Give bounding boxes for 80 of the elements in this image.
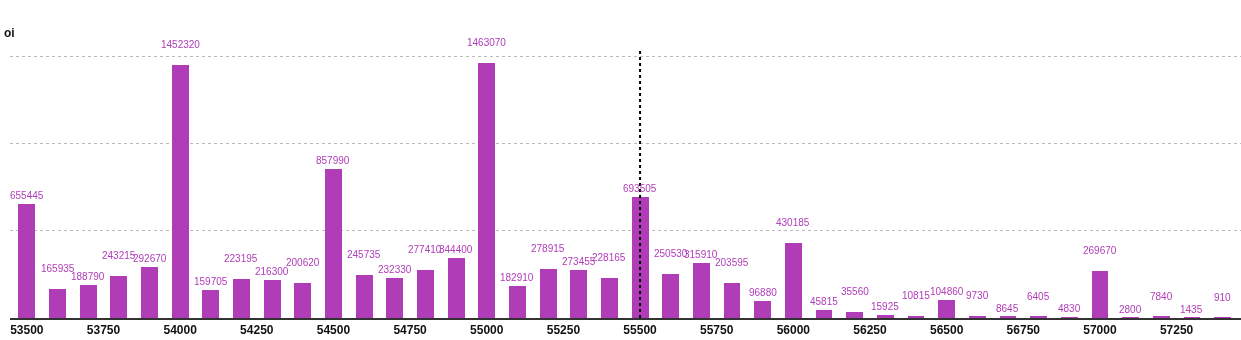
- bar: [632, 197, 649, 318]
- data-label: 4830: [1058, 303, 1081, 314]
- bar: [417, 270, 434, 318]
- data-label: 200620: [286, 257, 320, 268]
- bar: [846, 312, 863, 318]
- data-label: 1435: [1180, 304, 1203, 315]
- bar: [386, 278, 403, 318]
- bar: [570, 270, 587, 318]
- data-label: 269670: [1083, 245, 1117, 256]
- data-label: 430185: [776, 217, 810, 228]
- data-label: 1463070: [467, 37, 507, 48]
- bar: [202, 290, 219, 318]
- bar: [540, 269, 557, 318]
- data-label: 45815: [810, 296, 839, 307]
- data-label: 655445: [10, 190, 44, 201]
- y-axis-title: oi: [4, 26, 15, 40]
- data-label: 2800: [1119, 304, 1142, 315]
- bar: [325, 169, 342, 318]
- data-label: 182910: [500, 272, 534, 283]
- bar: [785, 243, 802, 318]
- bar: [816, 310, 832, 318]
- data-label: 165935: [41, 263, 75, 274]
- x-tick-label: 55500: [623, 323, 658, 338]
- x-tick-label: 57000: [1083, 323, 1117, 338]
- x-tick-label: 56500: [929, 323, 964, 338]
- bar: [601, 278, 618, 318]
- bar: [294, 283, 311, 318]
- data-label: 8645: [996, 303, 1019, 314]
- data-label: 203595: [715, 257, 749, 268]
- bar: [1092, 271, 1108, 318]
- x-tick-label: 53500: [10, 323, 44, 338]
- data-label: 188790: [71, 271, 105, 282]
- data-label: 223195: [224, 253, 258, 264]
- data-label: 7840: [1150, 291, 1173, 302]
- bar: [356, 275, 373, 318]
- data-label: 1452320: [161, 39, 201, 50]
- x-tick-label: 53750: [86, 323, 121, 338]
- data-label: 6405: [1027, 291, 1050, 302]
- bar: [264, 280, 281, 318]
- x-tick-label: 55000: [470, 323, 504, 338]
- x-tick-label: 55250: [546, 323, 581, 338]
- bar: [233, 279, 250, 318]
- bar: [448, 258, 465, 318]
- data-label: 693505: [623, 183, 657, 194]
- data-label: 159705: [194, 276, 228, 287]
- x-tick-label: 56750: [1006, 323, 1041, 338]
- bar: [172, 65, 189, 318]
- bar: [18, 204, 35, 318]
- bar: [141, 267, 158, 318]
- x-tick-label: 55750: [700, 323, 734, 338]
- bar: [509, 286, 526, 318]
- data-label: 9730: [966, 290, 989, 301]
- bar: [110, 276, 127, 318]
- data-label: 245735: [347, 249, 381, 260]
- data-label: 96880: [749, 287, 778, 298]
- bar: [877, 315, 894, 318]
- x-tick-label: 54750: [393, 323, 428, 338]
- x-tick-label: 54250: [240, 323, 274, 338]
- bar: [938, 300, 955, 318]
- data-label: 857990: [316, 155, 350, 166]
- x-tick-label: 56250: [853, 323, 888, 338]
- data-label: 10815: [902, 290, 931, 301]
- bar: [724, 283, 740, 318]
- data-label: 35560: [841, 286, 870, 297]
- bar: [478, 63, 495, 318]
- x-tick-label: 54500: [316, 323, 351, 338]
- bar: [693, 263, 710, 318]
- data-label: 104860: [930, 286, 964, 297]
- x-tick-label: 56000: [776, 323, 811, 338]
- data-label: 15925: [871, 301, 900, 312]
- bar: [49, 289, 66, 318]
- data-label: 910: [1214, 292, 1232, 303]
- data-label: 216300: [255, 266, 289, 277]
- bar: [80, 285, 97, 318]
- data-label: 278915: [531, 243, 565, 254]
- x-tick-label: 54000: [163, 323, 198, 338]
- data-label: 232330: [378, 264, 412, 275]
- x-tick-label: 57250: [1159, 323, 1194, 338]
- bar: [662, 274, 679, 318]
- bar: [754, 301, 771, 318]
